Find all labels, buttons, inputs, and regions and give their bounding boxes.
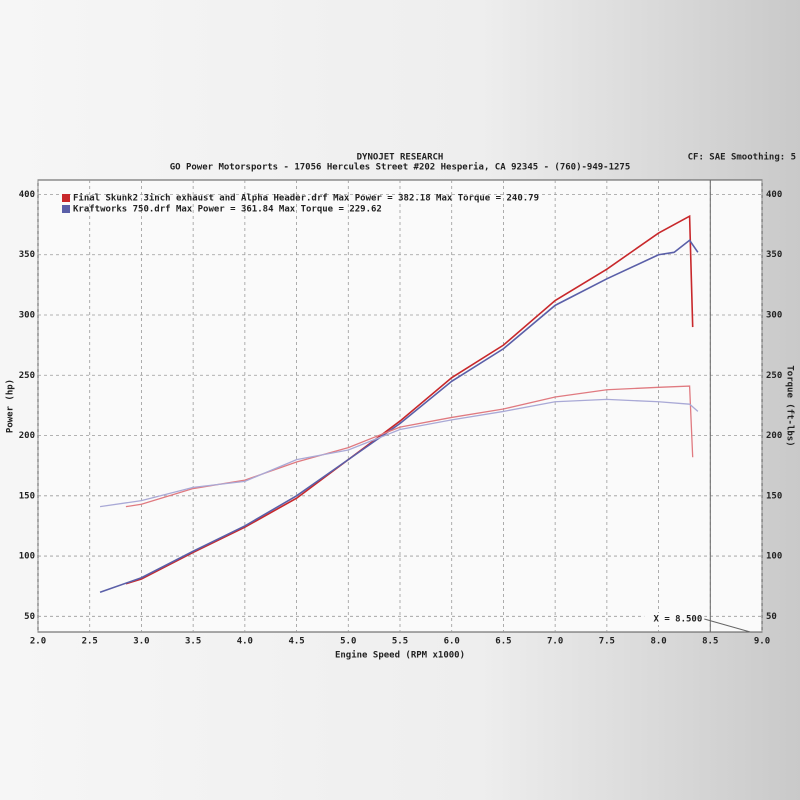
x-tick-label: 4.0 <box>237 637 253 647</box>
y-tick-label: 100 <box>19 552 35 562</box>
x-tick-label: 6.0 <box>444 637 460 647</box>
y2-tick-label: 50 <box>766 612 777 622</box>
x-tick-label: 3.0 <box>133 637 149 647</box>
y-tick-label: 300 <box>19 310 35 320</box>
plot-area <box>37 179 763 633</box>
x-tick-label: 7.0 <box>547 637 563 647</box>
x-axis-title: Engine Speed (RPM x1000) <box>335 650 465 661</box>
cursor-box <box>644 613 705 625</box>
x-tick-label: 4.5 <box>288 637 304 647</box>
legend-swatch <box>62 194 70 202</box>
y2-tick-label: 100 <box>766 552 782 562</box>
y2-tick-label: 250 <box>766 371 782 381</box>
y-tick-label: 50 <box>24 612 35 622</box>
x-tick-label: 3.5 <box>185 637 201 647</box>
data-line <box>125 385 694 508</box>
y-axis-title: Power (hp) <box>6 379 16 433</box>
legend-label: Kraftworks 750.drf Max Power = 361.84 Ma… <box>73 205 382 215</box>
cursor-label: X = 8.500 <box>654 615 703 625</box>
x-tick-label: 5.0 <box>340 637 356 647</box>
cursor-leader <box>704 618 751 633</box>
data-line <box>99 398 699 508</box>
settings-text: CF: SAE Smoothing: 5 <box>688 152 796 163</box>
x-tick-label: 6.5 <box>495 637 511 647</box>
legend-label: Final Skunk2 3inch exhaust and Alpha Hea… <box>73 193 539 204</box>
y-tick-label: 250 <box>19 371 35 381</box>
chart-header: DYNOJET RESEARCH <box>357 153 444 163</box>
x-tick-label: 2.0 <box>30 637 46 647</box>
x-tick-label: 8.0 <box>650 637 666 647</box>
y2-tick-label: 350 <box>766 250 782 260</box>
y2-tick-label: 150 <box>766 491 782 501</box>
y-tick-label: 400 <box>19 190 35 200</box>
x-tick-label: 5.5 <box>392 637 408 647</box>
x-tick-label: 9.0 <box>754 637 770 647</box>
x-tick-label: 7.5 <box>599 637 615 647</box>
y-tick-label: 150 <box>19 491 35 501</box>
y2-tick-label: 400 <box>766 190 782 200</box>
y-tick-label: 350 <box>19 250 35 260</box>
chart-subtitle: GO Power Motorsports - 17056 Hercules St… <box>170 162 631 173</box>
y2-tick-label: 300 <box>766 310 782 320</box>
y-tick-label: 200 <box>19 431 35 441</box>
x-tick-label: 8.5 <box>702 637 718 647</box>
data-line <box>99 239 699 593</box>
y2-axis-title: Torque (ft-lbs) <box>785 365 795 446</box>
data-line <box>125 214 694 585</box>
y2-tick-label: 200 <box>766 431 782 441</box>
x-tick-label: 2.5 <box>82 637 98 647</box>
legend-swatch <box>62 205 70 213</box>
